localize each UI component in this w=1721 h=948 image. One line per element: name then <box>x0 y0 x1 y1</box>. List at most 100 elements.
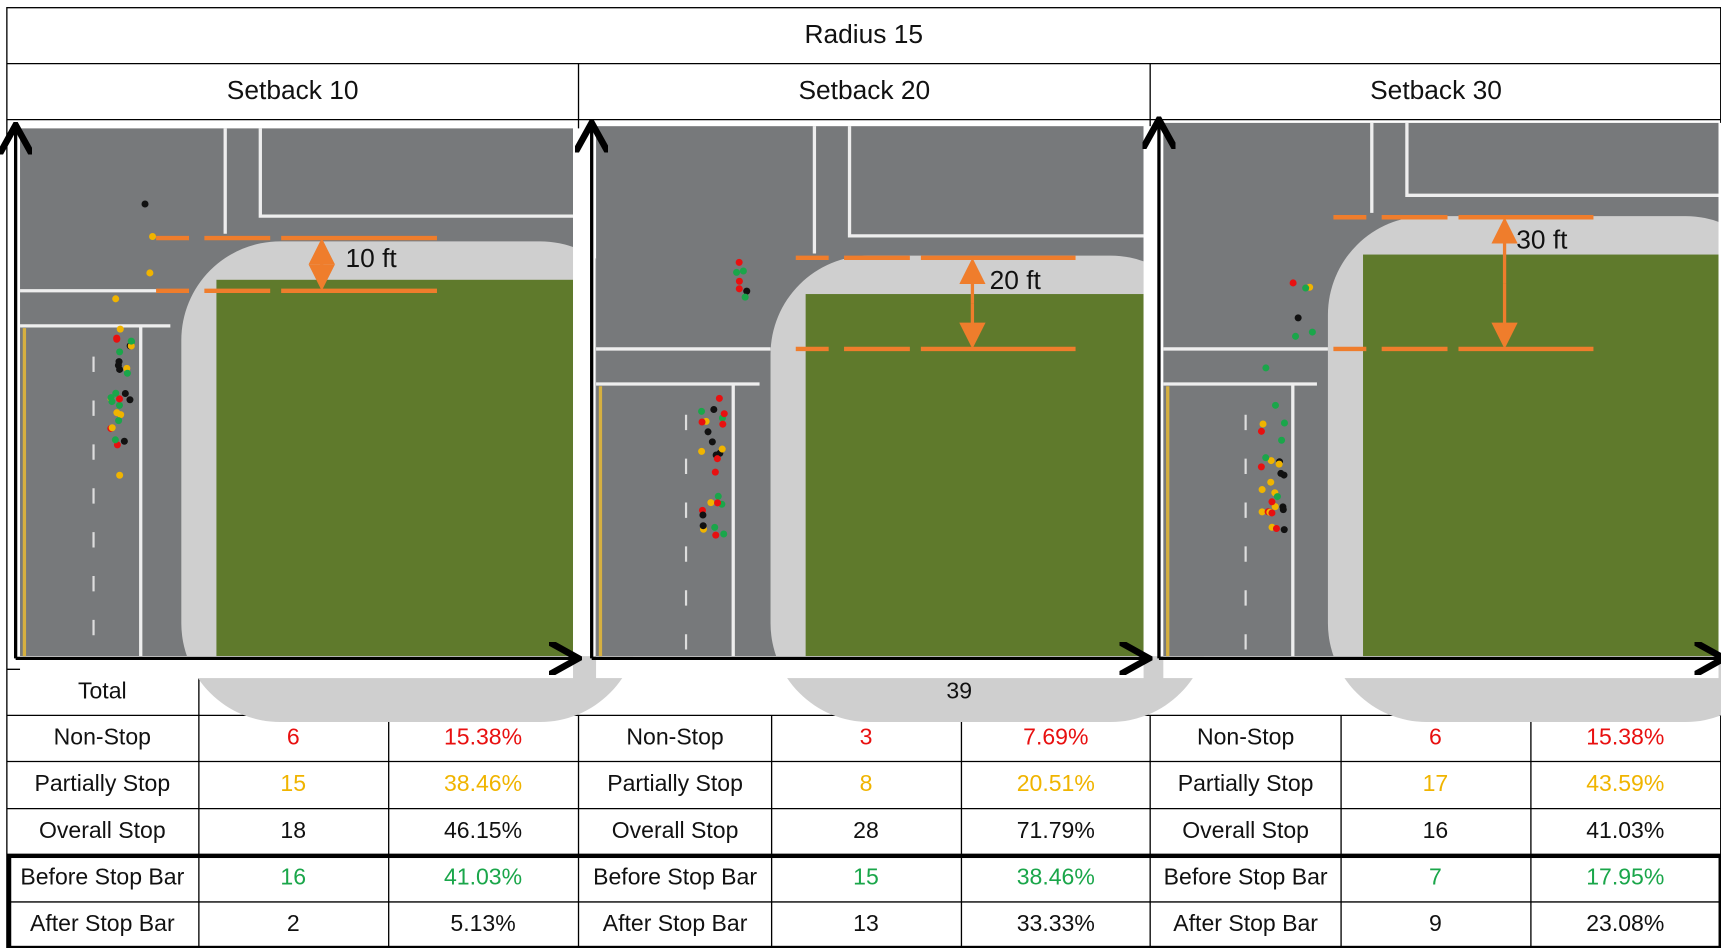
lane-lines <box>596 126 1144 657</box>
vehicle-dot <box>120 437 128 445</box>
vehicle-dot <box>1289 279 1297 287</box>
vehicle-dot <box>1273 493 1281 501</box>
vehicle-dot <box>713 455 721 463</box>
lane-lines <box>1163 122 1719 657</box>
vehicle-dot <box>1258 486 1266 494</box>
vehicle-dot <box>698 407 706 415</box>
vehicle-dot <box>714 499 722 507</box>
vehicle-dot <box>1280 419 1288 427</box>
vehicle-dot <box>698 447 706 455</box>
vehicle-dot <box>116 471 124 479</box>
vehicle-dot <box>123 369 131 377</box>
cell: After Stop Bar <box>30 910 175 936</box>
panel-title: Setback 30 <box>1370 75 1502 105</box>
panel-title: Setback 20 <box>798 75 930 105</box>
vehicle-dot <box>115 417 123 425</box>
vehicle-dot <box>126 396 134 404</box>
vehicle-dot <box>1258 508 1266 516</box>
vehicle-dot <box>739 267 747 275</box>
cell: Before Stop Bar <box>20 863 184 889</box>
vehicle-dot <box>114 361 122 369</box>
cell: Non-Stop <box>1197 724 1294 750</box>
title: Radius 15 <box>805 19 924 49</box>
cell: 6 <box>1429 724 1442 750</box>
vehicle-dot <box>1262 364 1270 372</box>
vehicle-dot <box>1272 524 1280 533</box>
dimension-label: 10 ft <box>346 243 398 273</box>
vehicle-dot <box>127 337 135 345</box>
vehicle-dot <box>708 438 716 446</box>
vehicle-dot <box>1271 401 1279 409</box>
vehicle-dot <box>743 287 751 295</box>
cell: Non-Stop <box>626 724 723 750</box>
vehicle-dot <box>1267 478 1275 486</box>
cell: 33.33% <box>1017 910 1095 936</box>
cell: Partially Stop <box>1178 770 1314 796</box>
vehicle-dot <box>146 269 154 277</box>
vehicle-dot <box>1278 436 1286 444</box>
vehicle-dot <box>704 428 712 436</box>
dimension-label: 30 ft <box>1516 224 1568 254</box>
vehicle-dot <box>1292 332 1300 340</box>
vehicle-dot <box>735 285 743 293</box>
cell: 16 <box>1423 817 1449 843</box>
cell: 39 <box>946 677 972 703</box>
vehicle-dot <box>707 499 715 507</box>
vehicle-dot <box>711 523 719 531</box>
vehicle-dot <box>115 395 124 403</box>
cell: 71.79% <box>1017 817 1095 843</box>
cell: 9 <box>1429 910 1442 936</box>
vehicle-dot <box>735 277 743 285</box>
vehicle-dot <box>141 200 149 208</box>
cell: 18 <box>280 817 306 843</box>
vehicle-dot <box>715 394 723 402</box>
cover <box>596 656 1144 679</box>
vehicle-dot <box>714 492 722 500</box>
cell: Overall Stop <box>612 817 739 843</box>
cell: Total <box>78 677 127 703</box>
vehicle-dot <box>1268 498 1276 506</box>
cell: Before Stop Bar <box>593 863 757 889</box>
cell: 17.95% <box>1586 863 1664 889</box>
panel-title: Setback 10 <box>227 75 359 105</box>
dimension-label: 20 ft <box>990 265 1042 295</box>
vehicle-dot <box>149 233 157 241</box>
cell: 15 <box>280 770 306 796</box>
cell: 16 <box>280 863 306 889</box>
vehicle-dot <box>1259 420 1267 428</box>
cover <box>1163 656 1719 679</box>
cell: 7 <box>1429 863 1442 889</box>
cell: 17 <box>1423 770 1449 796</box>
grass <box>1363 254 1719 657</box>
cell: 20.51% <box>1017 770 1095 796</box>
vehicle-dot <box>1268 509 1276 517</box>
cell: 6 <box>287 724 300 750</box>
cover <box>573 128 595 657</box>
cell: 38.46% <box>444 770 522 796</box>
vehicle-dot <box>719 420 727 428</box>
cell: 43.59% <box>1586 770 1664 796</box>
cell: 38.46% <box>1017 863 1095 889</box>
cell: 15.38% <box>444 724 522 750</box>
vehicle-dot <box>1267 457 1275 465</box>
grass <box>805 294 1144 657</box>
cell: 46.15% <box>444 817 522 843</box>
cell: Overall Stop <box>39 817 166 843</box>
cell: 3 <box>860 724 873 750</box>
cell: Partially Stop <box>607 770 743 796</box>
vehicle-dot <box>1308 328 1316 336</box>
vehicle-dot <box>1277 469 1285 477</box>
lane-lines <box>20 128 574 657</box>
vehicle-dot <box>720 530 728 538</box>
cell: 15.38% <box>1586 724 1664 750</box>
cell: Non-Stop <box>54 724 151 750</box>
cell: 28 <box>853 817 879 843</box>
cell: After Stop Bar <box>1173 910 1318 936</box>
cell: 8 <box>860 770 873 796</box>
vehicle-dot <box>711 468 719 476</box>
vehicle-dot <box>1262 454 1270 462</box>
vehicle-dot <box>741 293 749 301</box>
vehicle-dot <box>115 401 124 409</box>
cover <box>1143 126 1166 657</box>
